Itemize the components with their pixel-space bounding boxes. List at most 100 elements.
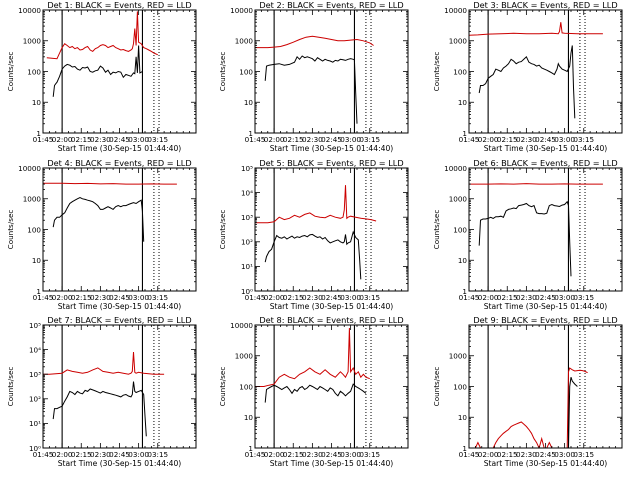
y-tick-label: 10 (32, 256, 42, 265)
chart-title: Det 8: BLACK = Events, RED = LLD (259, 315, 403, 325)
y-tick-label: 100 (239, 67, 253, 76)
y-tick-label: 100 (27, 67, 41, 76)
y-tick-label: 10⁴ (29, 345, 41, 354)
chart-panel-6: Det 6: BLACK = Events, RED = LLD 1 10 100 10… (432, 158, 623, 311)
y-tick-label: 10⁰ (241, 287, 253, 296)
y-tick-label: 10000 (18, 6, 41, 15)
x-tick-label: 02:15 (497, 135, 518, 144)
y-tick-label: 1000 (235, 352, 254, 361)
x-axis-label: Start Time (30-Sep-15 01:44:40) (58, 459, 182, 468)
chart-title: Det 4: BLACK = Events, RED = LLD (47, 158, 191, 168)
lld-series-line (255, 185, 377, 224)
x-tick-label: 02:45 (109, 450, 130, 459)
y-tick-label: 10 (244, 413, 254, 422)
y-tick-label: 1 (36, 129, 41, 138)
axes-frame (42, 324, 197, 449)
y-tick-label: 10000 (444, 164, 467, 173)
chart-panel-8: Det 8: BLACK = Events, RED = LLD 1 10 100 10… (218, 315, 409, 468)
y-tick-label: 10 (458, 256, 468, 265)
x-tick-label: 02:00 (478, 293, 499, 302)
x-tick-label: 01:45 (245, 293, 266, 302)
chart-title: Det 1: BLACK = Events, RED = LLD (47, 0, 191, 10)
y-tick-label: 100 (27, 225, 41, 234)
x-tick-label: 02:30 (90, 293, 111, 302)
events-series-line (264, 383, 367, 403)
x-tick-label: 01:45 (459, 450, 480, 459)
x-tick-label: 01:45 (245, 135, 266, 144)
axes-frame (254, 9, 409, 134)
chart-title: Det 6: BLACK = Events, RED = LLD (473, 158, 617, 168)
chart-panel-7: Det 7: BLACK = Events, RED = LLD10⁰10¹10… (6, 315, 197, 468)
x-tick-label: 02:15 (71, 135, 92, 144)
x-tick-label: 02:30 (90, 450, 111, 459)
series-group (43, 182, 177, 242)
y-axis-label: Counts/sec (432, 52, 441, 92)
axes-frame (254, 167, 409, 292)
axes-frame (468, 167, 623, 292)
x-tick-label: 02:45 (535, 135, 556, 144)
events-series-line (264, 230, 362, 280)
x-tick-label: 02:00 (52, 293, 73, 302)
x-tick-label: 02:30 (516, 450, 537, 459)
y-ticks: 1 10 100 1000 (449, 324, 622, 453)
x-tick-label: 03:15 (359, 293, 380, 302)
marker-lines (487, 10, 586, 133)
x-axis-label: Start Time (30-Sep-15 01:44:40) (484, 302, 608, 311)
y-ticks: 1 10 100 1000 10000 (444, 164, 622, 296)
x-tick-label: 02:15 (71, 450, 92, 459)
marker-lines (487, 325, 586, 448)
x-tick-label: 02:45 (109, 135, 130, 144)
y-tick-label: 10000 (230, 321, 253, 330)
lld-series-line (255, 35, 374, 49)
x-tick-label: 01:45 (33, 450, 54, 459)
chart-title: Det 5: BLACK = Events, RED = LLD (259, 158, 403, 168)
events-series-line (478, 200, 572, 277)
x-axis-label: Start Time (30-Sep-15 01:44:40) (270, 302, 394, 311)
chart-title: Det 9: BLACK = Events, RED = LLD (473, 315, 617, 325)
y-tick-label: 1000 (23, 37, 42, 46)
x-tick-label: 03:15 (147, 450, 168, 459)
chart-title: Det 2: BLACK = Events, RED = LLD (259, 0, 403, 10)
y-tick-label: 10¹ (241, 262, 253, 271)
x-tick-label: 02:30 (516, 293, 537, 302)
y-ticks: 10⁰ 10¹ 10² 10³ 10⁴ 10⁵ (241, 164, 408, 296)
y-tick-label: 100 (453, 382, 467, 391)
y-tick-label: 10⁵ (241, 164, 253, 173)
x-axis-label: Start Time (30-Sep-15 01:44:40) (484, 144, 608, 153)
y-tick-label: 10 (32, 98, 42, 107)
x-tick-label: 03:15 (573, 293, 594, 302)
y-ticks: 1 10 100 1000 10000 (18, 6, 196, 138)
events-series-line (568, 377, 578, 448)
chart-panel-9: Det 9: BLACK = Events, RED = LLD 1 10 100 10… (432, 315, 623, 468)
y-tick-label: 10³ (29, 370, 41, 379)
chart-title: Det 7: BLACK = Events, RED = LLD (47, 315, 191, 325)
lld-series-line (255, 327, 370, 387)
series-group (255, 185, 377, 280)
x-tick-label: 02:45 (535, 450, 556, 459)
axes-frame (254, 324, 409, 449)
x-tick-label: 02:00 (264, 135, 285, 144)
y-tick-label: 10 (458, 98, 468, 107)
x-axis-label: Start Time (30-Sep-15 01:44:40) (58, 144, 182, 153)
x-tick-label: 02:00 (478, 450, 499, 459)
x-tick-label: 03:00 (554, 135, 575, 144)
y-tick-label: 100 (453, 67, 467, 76)
marker-lines (61, 168, 160, 291)
y-tick-label: 1 (462, 444, 467, 453)
lld-series-line (46, 11, 159, 60)
x-tick-label: 02:30 (302, 135, 323, 144)
y-ticks: 1 10 100 1000 10000 (230, 321, 408, 453)
x-tick-label: 03:00 (128, 293, 149, 302)
y-tick-label: 1000 (235, 37, 254, 46)
x-axis-label: Start Time (30-Sep-15 01:44:40) (58, 302, 182, 311)
x-tick-label: 02:45 (535, 293, 556, 302)
marker-lines (61, 325, 160, 448)
x-tick-label: 03:15 (359, 135, 380, 144)
x-tick-label: 02:00 (264, 293, 285, 302)
